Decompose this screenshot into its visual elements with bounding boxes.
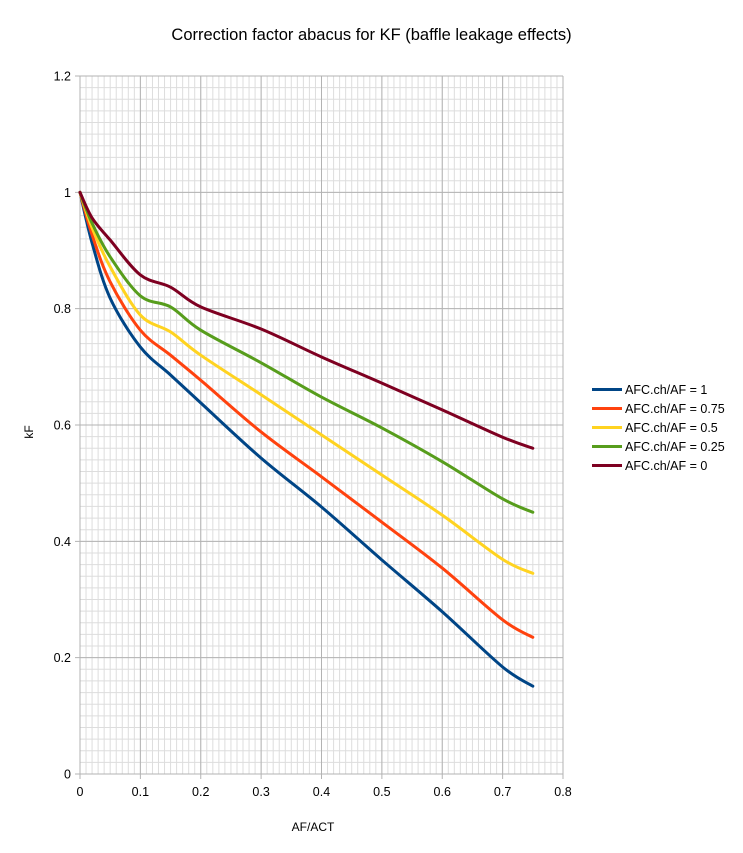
x-tick-label: 0.3	[252, 785, 269, 799]
legend-swatch	[592, 464, 622, 467]
y-tick-label: 0.6	[54, 419, 71, 433]
y-tick-label: 0	[64, 768, 71, 782]
y-tick-label: 1	[64, 186, 71, 200]
x-tick-label: 0.1	[132, 785, 149, 799]
series-line-1	[78, 190, 535, 639]
y-tick-label: 0.2	[54, 651, 71, 665]
legend-item: AFC.ch/AF = 0.25	[592, 437, 725, 456]
legend-item: AFC.ch/AF = 0	[592, 456, 725, 475]
x-tick-label: 0.2	[192, 785, 209, 799]
x-tick-label: 0.8	[554, 785, 571, 799]
y-tick-label: 0.8	[54, 302, 71, 316]
legend-item: AFC.ch/AF = 1	[592, 380, 725, 399]
legend-swatch	[592, 407, 622, 410]
legend-swatch	[592, 445, 622, 448]
legend-label: AFC.ch/AF = 0.75	[625, 401, 725, 416]
legend-label: AFC.ch/AF = 0.25	[625, 439, 725, 454]
series-line-3	[78, 190, 535, 514]
y-tick-label: 1.2	[54, 70, 71, 84]
legend-item: AFC.ch/AF = 0.75	[592, 399, 725, 418]
legend-swatch	[592, 426, 622, 429]
y-tick-label: 0.4	[54, 535, 71, 549]
legend-label: AFC.ch/AF = 0	[625, 458, 708, 473]
x-tick-label: 0	[77, 785, 84, 799]
legend-swatch	[592, 388, 622, 391]
y-axis-label: kF	[22, 425, 36, 439]
series-line-2	[78, 190, 535, 575]
x-tick-label: 0.6	[434, 785, 451, 799]
series-line-0	[78, 190, 535, 688]
legend-item: AFC.ch/AF = 0.5	[592, 418, 725, 437]
x-tick-label: 0.5	[373, 785, 390, 799]
chart-title: Correction factor abacus for KF (baffle …	[171, 26, 572, 44]
legend-label: AFC.ch/AF = 1	[625, 382, 708, 397]
x-tick-label: 0.7	[494, 785, 511, 799]
legend-label: AFC.ch/AF = 0.5	[625, 420, 718, 435]
x-tick-label: 0.4	[313, 785, 330, 799]
series-line-4	[78, 190, 535, 450]
legend: AFC.ch/AF = 1 AFC.ch/AF = 0.75 AFC.ch/AF =…	[592, 380, 725, 475]
x-axis-label: AF/ACT	[291, 820, 335, 834]
